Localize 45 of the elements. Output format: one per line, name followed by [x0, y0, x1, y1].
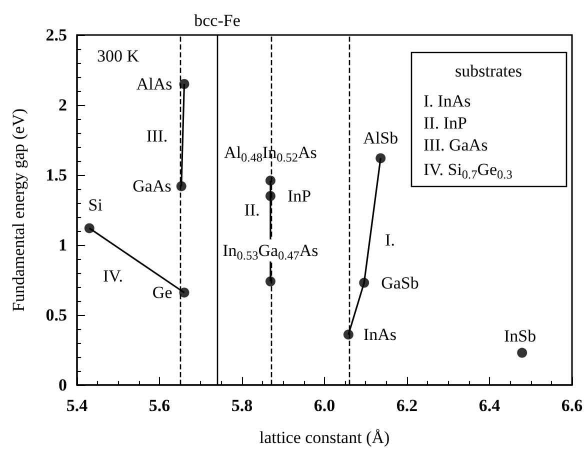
- point: [343, 330, 354, 340]
- annotation: InAs: [363, 325, 396, 344]
- point: [265, 176, 276, 186]
- x-tick-label: 6.4: [478, 396, 501, 415]
- annotation: IV.: [103, 266, 123, 286]
- annotation: AlSb: [363, 128, 398, 148]
- point: [376, 153, 386, 164]
- annotation: 300 K: [96, 46, 140, 66]
- annotation: InSb: [504, 326, 536, 346]
- x-tick-label: 6.6: [561, 396, 583, 415]
- annotation: GaAs: [132, 176, 172, 196]
- point: [179, 79, 190, 89]
- x-tick-label: 5.6: [148, 396, 170, 415]
- y-tick-label: 0.5: [46, 306, 67, 324]
- annotation: I. InAs: [424, 92, 471, 110]
- annotation: III. GaAs: [424, 136, 488, 154]
- annotation: Si: [88, 196, 103, 215]
- y-tick-label: 2.5: [46, 26, 67, 44]
- y-tick-label: 0: [58, 376, 67, 394]
- annotation: III.: [146, 126, 168, 146]
- x-tick-label: 6.0: [314, 396, 336, 415]
- point: [265, 191, 276, 201]
- x-tick-label: 5.4: [66, 396, 88, 415]
- y-axis-title: Fundamental energy gap (eV): [9, 108, 28, 312]
- point: [517, 348, 528, 358]
- x-tick-label: 6.2: [396, 396, 418, 415]
- point: [265, 276, 276, 286]
- annotation: InP: [287, 186, 312, 206]
- annotation: I.: [385, 230, 395, 250]
- annotation: AlAs: [136, 74, 172, 94]
- y-tick-label: 1: [58, 236, 67, 254]
- annotation: substrates: [454, 62, 522, 80]
- annotation: II. InP: [424, 114, 467, 132]
- x-axis-title: lattice constant (Å): [259, 428, 390, 447]
- point: [84, 223, 94, 234]
- annotation: GaSb: [381, 273, 419, 292]
- point: [176, 181, 186, 192]
- point: [359, 278, 370, 288]
- annotation: II.: [244, 200, 260, 220]
- point: [179, 288, 190, 298]
- y-tick-label: 2: [58, 96, 67, 114]
- x-tick-label: 5.8: [231, 396, 253, 415]
- ref-line-label: bcc-Fe: [194, 11, 240, 30]
- y-tick-label: 1.5: [46, 166, 67, 184]
- annotation: Ge: [152, 283, 172, 302]
